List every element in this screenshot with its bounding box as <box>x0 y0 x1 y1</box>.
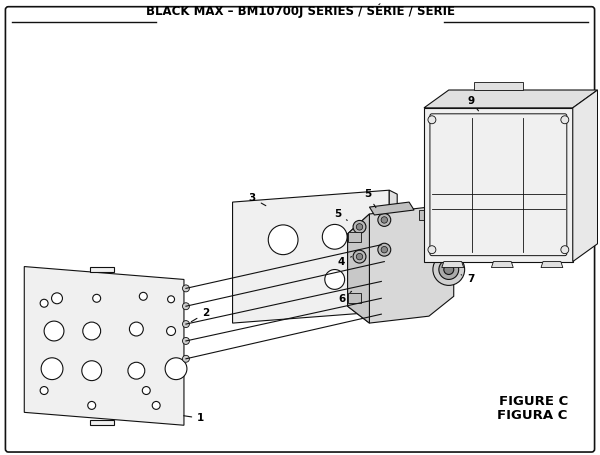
Ellipse shape <box>444 264 454 274</box>
Ellipse shape <box>52 293 62 304</box>
Polygon shape <box>233 190 389 323</box>
Text: FIGURE C: FIGURE C <box>499 395 568 409</box>
Polygon shape <box>347 214 370 323</box>
Bar <box>347 293 361 303</box>
Circle shape <box>182 338 190 344</box>
Ellipse shape <box>167 296 175 303</box>
Polygon shape <box>573 90 598 262</box>
Ellipse shape <box>167 327 176 335</box>
Bar <box>347 232 361 242</box>
Circle shape <box>182 303 190 310</box>
Ellipse shape <box>322 224 347 249</box>
Circle shape <box>142 387 150 394</box>
Ellipse shape <box>41 358 63 379</box>
Circle shape <box>88 401 95 410</box>
Text: 3: 3 <box>249 193 266 206</box>
Circle shape <box>378 311 385 318</box>
Ellipse shape <box>365 231 387 253</box>
Circle shape <box>561 246 569 253</box>
Circle shape <box>152 401 160 410</box>
Ellipse shape <box>93 294 101 302</box>
Polygon shape <box>347 207 454 323</box>
Ellipse shape <box>130 322 143 336</box>
Text: 5: 5 <box>334 209 347 220</box>
Text: 1: 1 <box>184 413 205 423</box>
Ellipse shape <box>378 243 391 256</box>
Polygon shape <box>90 420 113 425</box>
Circle shape <box>378 295 385 302</box>
Circle shape <box>182 321 190 328</box>
Text: 8: 8 <box>0 454 1 455</box>
Text: 7: 7 <box>461 274 474 284</box>
Circle shape <box>561 116 569 124</box>
Ellipse shape <box>381 247 388 253</box>
Ellipse shape <box>353 250 366 263</box>
Ellipse shape <box>325 269 344 289</box>
Circle shape <box>378 241 385 248</box>
Ellipse shape <box>139 293 147 300</box>
Circle shape <box>381 258 388 265</box>
Text: 9: 9 <box>467 96 479 111</box>
Ellipse shape <box>268 225 298 255</box>
Polygon shape <box>491 262 513 268</box>
Ellipse shape <box>381 217 388 223</box>
Bar <box>419 210 433 220</box>
Polygon shape <box>389 190 397 315</box>
Text: 2: 2 <box>191 308 209 322</box>
Polygon shape <box>424 108 573 262</box>
Ellipse shape <box>356 224 363 230</box>
Circle shape <box>428 246 436 253</box>
Ellipse shape <box>356 253 363 260</box>
Circle shape <box>428 116 436 124</box>
Ellipse shape <box>367 271 385 288</box>
Text: FIGURA C: FIGURA C <box>497 409 568 422</box>
Polygon shape <box>541 262 563 268</box>
Text: 4: 4 <box>338 257 352 267</box>
Polygon shape <box>370 202 414 215</box>
Ellipse shape <box>128 362 145 379</box>
Circle shape <box>40 299 48 307</box>
Ellipse shape <box>433 253 464 285</box>
Ellipse shape <box>44 321 64 341</box>
Ellipse shape <box>83 322 101 340</box>
Text: 5: 5 <box>364 189 376 207</box>
Ellipse shape <box>378 213 391 227</box>
Polygon shape <box>24 267 184 425</box>
Polygon shape <box>442 262 464 268</box>
Text: 6: 6 <box>338 291 352 304</box>
Circle shape <box>378 278 385 285</box>
Polygon shape <box>90 267 113 272</box>
Circle shape <box>182 355 190 362</box>
Ellipse shape <box>82 361 101 381</box>
Circle shape <box>182 285 190 292</box>
Circle shape <box>40 387 48 394</box>
Polygon shape <box>424 90 598 108</box>
Polygon shape <box>473 82 523 90</box>
Ellipse shape <box>165 358 187 379</box>
Ellipse shape <box>439 260 458 279</box>
Ellipse shape <box>353 220 366 233</box>
Text: BLACK MAX – BM10700J SERIES / SÉRIE / SERIE: BLACK MAX – BM10700J SERIES / SÉRIE / SE… <box>146 3 455 18</box>
